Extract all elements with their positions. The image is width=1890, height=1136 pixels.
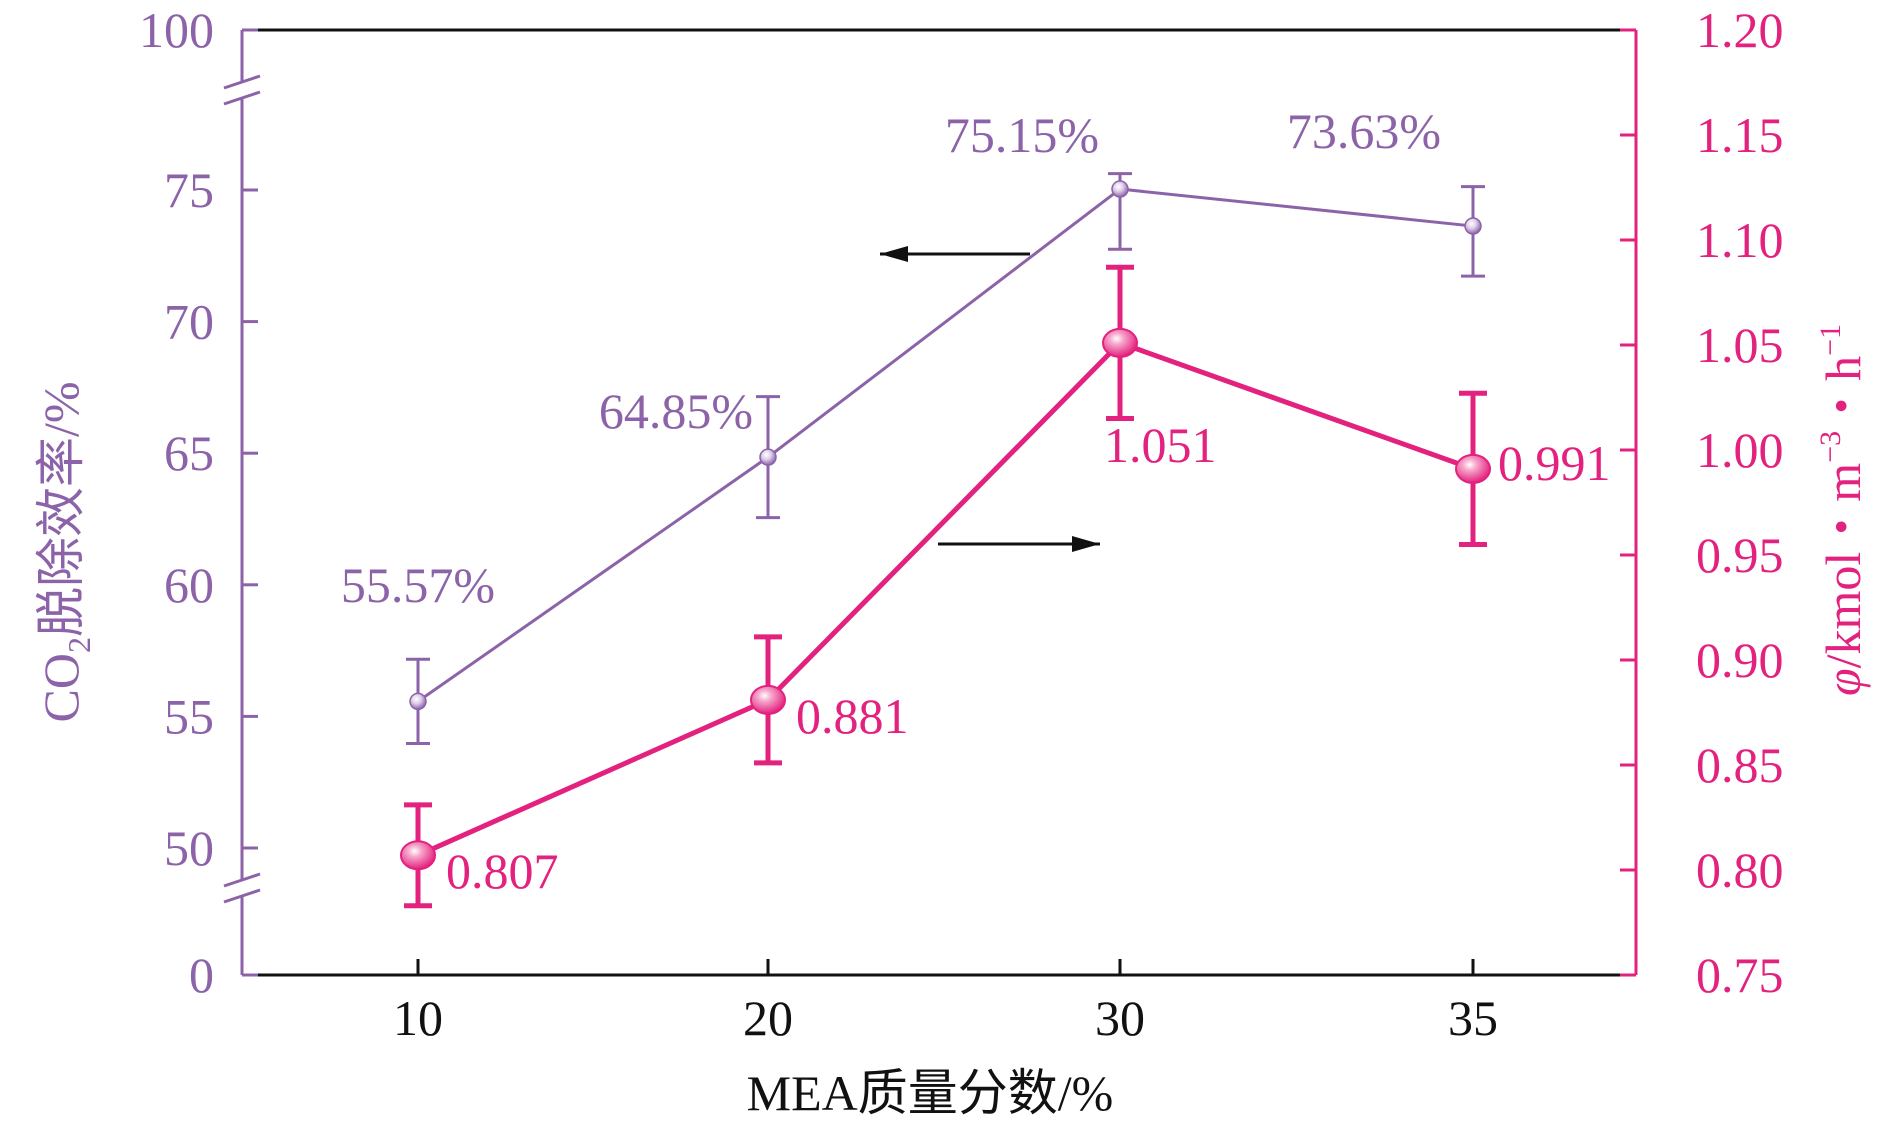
data-label: 64.85% [599, 383, 753, 439]
left-axis: 0 50 55 60 65 70 75 100 [139, 2, 261, 1003]
data-point [1111, 180, 1129, 198]
left-tick-label: 65 [164, 425, 214, 481]
right-tick-label: 0.90 [1696, 632, 1784, 688]
data-point [750, 684, 786, 715]
axis-break-mark [223, 888, 261, 904]
right-tick-label: 1.20 [1696, 2, 1784, 58]
arrow-head [1072, 536, 1100, 552]
right-tick-label: 1.15 [1696, 107, 1784, 163]
series-line [417, 187, 1474, 703]
right-axis-title-rest1: /kmol・m [1815, 463, 1871, 669]
data-point [1102, 327, 1138, 358]
right-tick-label: 0.95 [1696, 527, 1784, 583]
plot-frame [242, 28, 1636, 977]
data-label: 73.63% [1287, 103, 1441, 159]
data-point [1464, 217, 1482, 235]
right-tick-label: 0.75 [1696, 947, 1784, 1003]
right-axis-title-phi: φ [1815, 668, 1871, 696]
right-tick-label: 1.00 [1696, 422, 1784, 478]
series-removal-efficiency: 55.57% 64.85% 75.15% 73.63% [341, 103, 1485, 746]
left-tick-label: 75 [164, 162, 214, 218]
data-label: 55.57% [341, 557, 495, 613]
right-axis-title-sup1: −3 [1814, 431, 1847, 463]
right-axis-title-rest2: ・h [1815, 356, 1871, 431]
left-axis-title-rest: 脱除效率/% [33, 381, 89, 637]
x-tick-label: 20 [743, 990, 793, 1046]
right-axis-title: φ/kmol・m−3・h−1 [1814, 324, 1871, 696]
arrow-head [880, 246, 908, 262]
x-tick-label: 35 [1448, 990, 1498, 1046]
x-axis: 10 20 30 35 [393, 959, 1498, 1046]
data-label: 0.881 [796, 688, 909, 744]
left-tick-label: 50 [164, 820, 214, 876]
axis-break-mark [223, 90, 261, 106]
right-tick-label: 1.10 [1696, 212, 1784, 268]
left-axis-arrow [880, 246, 1030, 262]
data-label: 0.991 [1498, 435, 1611, 491]
right-tick-label: 0.80 [1696, 842, 1784, 898]
left-tick-label: 100 [139, 2, 214, 58]
data-point [400, 840, 436, 871]
left-tick-label: 0 [189, 947, 214, 1003]
right-tick-label: 0.85 [1696, 737, 1784, 793]
left-tick-label: 60 [164, 557, 214, 613]
series-phi: 0.807 0.881 1.051 0.991 [400, 264, 1611, 909]
x-axis-title: MEA质量分数/% [747, 1065, 1114, 1121]
left-axis-title-sub: 2 [61, 637, 97, 653]
annotation-layer [880, 246, 1100, 552]
right-tick-label: 1.05 [1696, 317, 1784, 373]
right-axis-arrow [938, 536, 1100, 552]
axis-break-mark [223, 872, 261, 888]
data-point [1455, 453, 1491, 484]
data-point [759, 448, 777, 466]
left-tick-label: 70 [164, 294, 214, 350]
left-tick-label: 55 [164, 688, 214, 744]
series-line [416, 340, 1474, 858]
data-label: 0.807 [446, 843, 559, 899]
left-axis-title: CO2脱除效率/% [33, 381, 97, 722]
left-axis-title-main: CO [33, 653, 89, 722]
x-tick-label: 30 [1095, 990, 1145, 1046]
data-point [409, 692, 427, 711]
data-label: 75.15% [945, 107, 1099, 163]
x-tick-label: 10 [393, 990, 443, 1046]
axis-break-mark [223, 74, 261, 90]
right-axis-title-sup2: −1 [1814, 324, 1847, 356]
data-label: 1.051 [1104, 417, 1217, 473]
right-axis: 0.75 0.80 0.85 0.90 0.95 1.00 1.05 1.10 1.15 1.20 [1620, 2, 1784, 1003]
